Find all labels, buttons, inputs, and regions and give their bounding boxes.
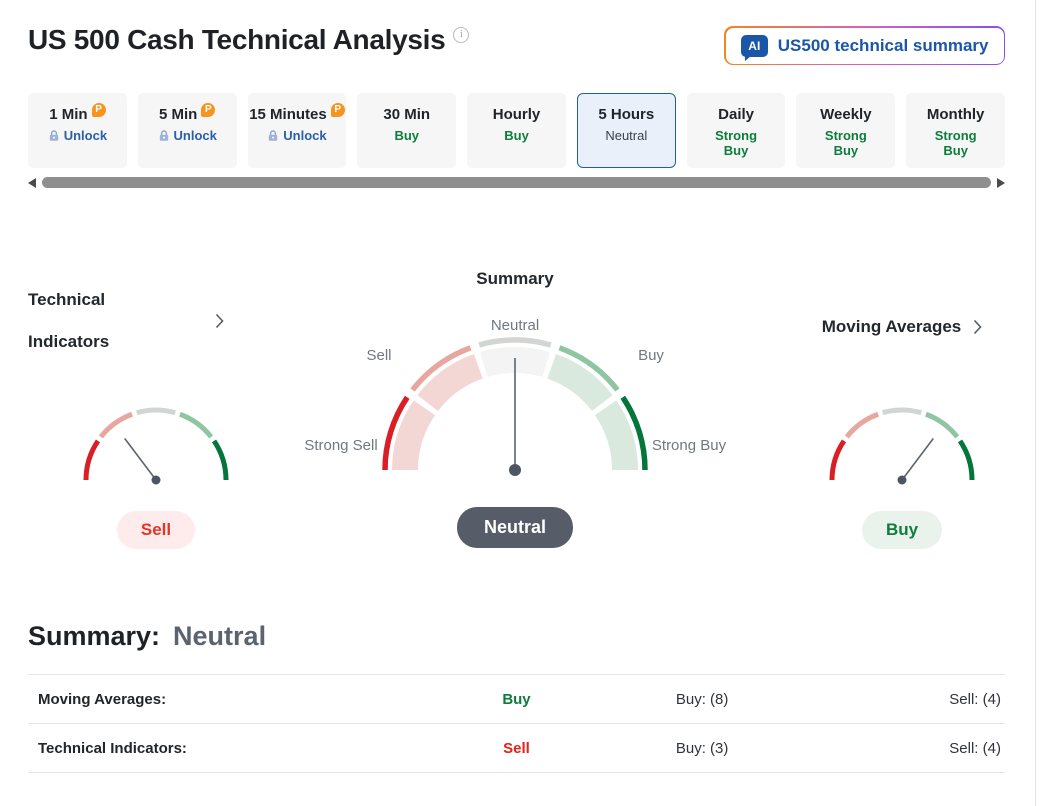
technical-indicators-gauge: Sell <box>28 386 284 549</box>
pro-badge-icon: P <box>91 103 106 117</box>
header: US 500 Cash Technical Analysis i AI US50… <box>28 24 1005 65</box>
row-buy-count: Buy: (3) <box>675 739 729 757</box>
scale-label-strong-buy: Strong Buy <box>651 437 727 454</box>
tab-signal: Neutral <box>605 128 648 143</box>
chevron-right-icon <box>974 319 982 335</box>
pro-badge-icon: P <box>201 103 216 117</box>
tab-5min[interactable]: 5 Min P Unlock <box>137 93 237 168</box>
chevron-right-icon <box>215 313 224 329</box>
ai-summary-label: US500 technical summary <box>777 35 989 55</box>
scrollbar-track[interactable] <box>42 177 991 188</box>
lock-icon <box>49 129 58 141</box>
tab-signal: Strong Buy <box>715 128 758 158</box>
table-row-technical-indicators: Technical Indicators: Sell Buy: (3) Sell… <box>28 724 1005 773</box>
lock-icon <box>159 129 168 141</box>
pro-badge-icon: P <box>330 103 345 117</box>
table-row-moving-averages: Moving Averages: Buy Buy: (8) Sell: (4) <box>28 675 1005 724</box>
technical-indicators-link[interactable]: Technical Indicators <box>28 279 224 363</box>
summary-signal-badge: Neutral <box>456 507 574 548</box>
moving-averages-gauge: Buy <box>774 386 1030 549</box>
tab-15minutes[interactable]: 15 Minutes P Unlock <box>247 93 347 168</box>
summary-heading-label: Summary: <box>28 621 161 651</box>
tab-daily[interactable]: Daily Strong Buy <box>686 93 786 168</box>
timeframe-tabs: 1 Min P Unlock 5 Min P Unlock 15 Minutes P … <box>28 93 1006 168</box>
summary-heading-value: Neutral <box>173 621 267 651</box>
summary-gauge-title: Summary <box>476 269 554 288</box>
lock-icon <box>269 129 278 141</box>
moving-averages-link[interactable]: Moving Averages <box>774 317 1030 337</box>
summary-gauge: Neutral Sell Buy Strong Sell Strong Buy … <box>295 315 735 555</box>
gauges-section: Technical Indicators Sell Summary Neutra… <box>28 259 1005 559</box>
tabs-scrollbar <box>28 176 1005 189</box>
row-label: Technical Indicators: <box>38 739 187 757</box>
tab-signal: Strong Buy <box>824 128 867 158</box>
tab-30min[interactable]: 30 Min Buy <box>357 93 457 168</box>
scale-label-sell: Sell <box>366 347 392 364</box>
row-sell-count: Sell: (4) <box>949 739 1001 757</box>
info-icon[interactable]: i <box>453 27 470 43</box>
scale-label-strong-sell: Strong Sell <box>304 437 378 454</box>
ai-chat-icon: AI <box>740 34 768 61</box>
moving-averages-signal-badge: Buy <box>861 511 943 549</box>
technical-indicators-signal-badge: Sell <box>116 511 196 549</box>
tab-signal: Buy <box>504 128 529 143</box>
tab-weekly[interactable]: Weekly Strong Buy <box>796 93 896 168</box>
technical-indicators-gauge-dial <box>83 407 229 485</box>
scrollbar-thumb[interactable] <box>42 177 991 188</box>
row-signal: Sell <box>503 739 530 757</box>
tab-1min[interactable]: 1 Min P Unlock <box>28 93 127 168</box>
summary-gauge-dial <box>382 337 648 476</box>
scroll-right-arrow-icon[interactable] <box>997 177 1005 188</box>
ai-summary-button[interactable]: AI US500 technical summary <box>724 26 1005 65</box>
row-label: Moving Averages: <box>38 690 167 708</box>
row-sell-count: Sell: (4) <box>949 690 1001 708</box>
scale-label-neutral: Neutral <box>490 317 540 334</box>
scroll-left-arrow-icon[interactable] <box>28 177 36 188</box>
moving-averages-gauge-dial <box>829 407 975 485</box>
tab-signal: Buy <box>394 128 420 143</box>
tab-signal: Strong Buy <box>934 128 977 158</box>
summary-heading: Summary: Neutral <box>28 621 1005 652</box>
summary-table: Moving Averages: Buy Buy: (8) Sell: (4) … <box>28 674 1005 773</box>
tab-monthly[interactable]: Monthly Strong Buy <box>906 93 1006 168</box>
page-title: US 500 Cash Technical Analysis <box>28 24 446 55</box>
row-signal: Buy <box>502 690 531 708</box>
tab-hourly[interactable]: Hourly Buy <box>467 93 566 168</box>
tab-5hours-selected[interactable]: 5 Hours Neutral <box>576 93 676 168</box>
scale-label-buy: Buy <box>638 347 664 364</box>
row-buy-count: Buy: (8) <box>675 690 729 708</box>
